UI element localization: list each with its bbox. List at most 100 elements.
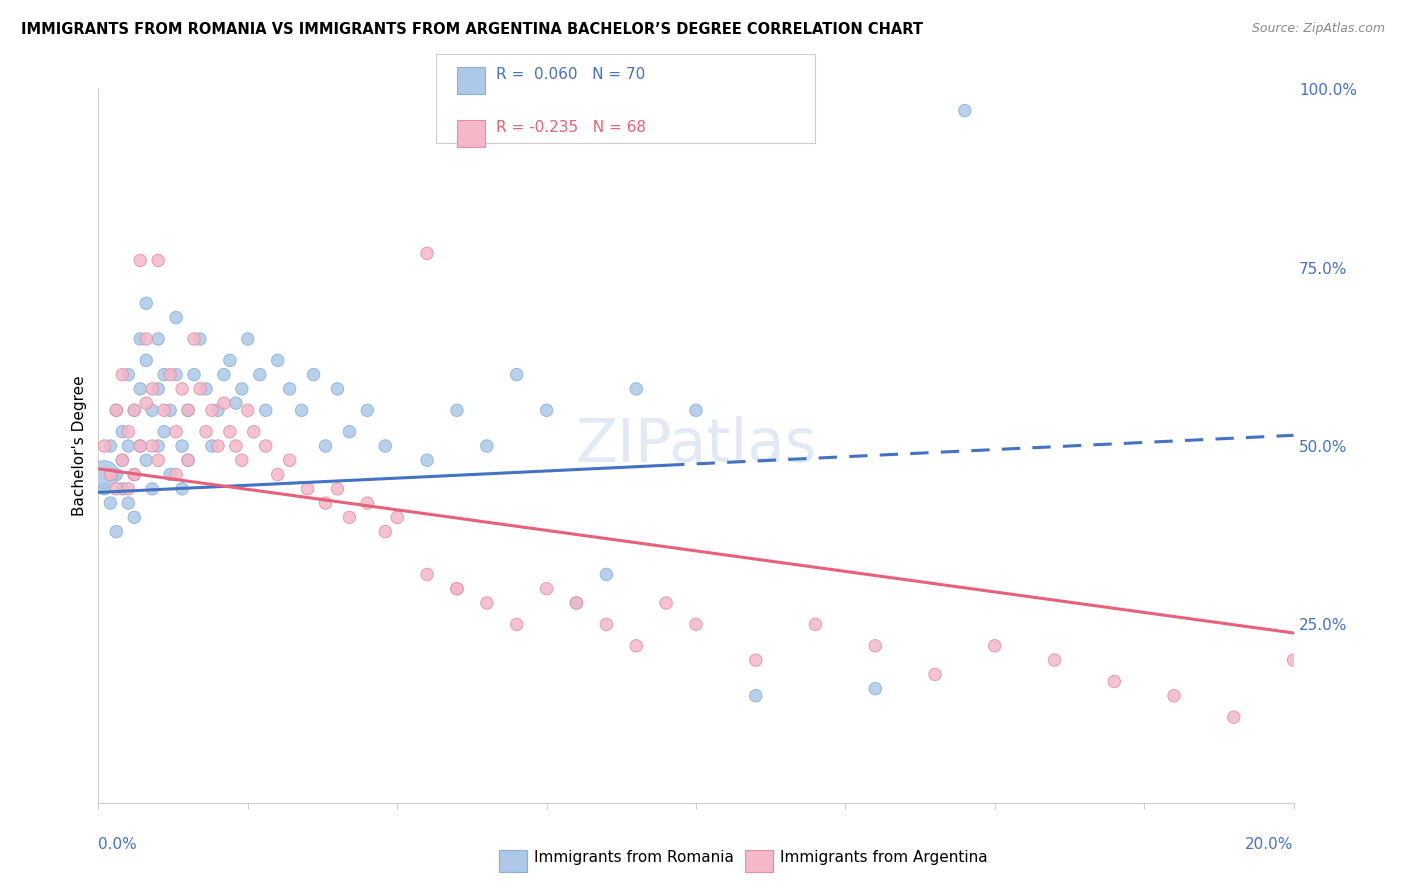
Point: [117, 439, 139, 453]
Point: [188, 382, 211, 396]
Point: [111, 425, 134, 439]
Point: [177, 403, 200, 417]
Point: [416, 246, 439, 260]
Point: [315, 439, 337, 453]
Point: [1223, 710, 1246, 724]
Point: [117, 482, 139, 496]
Point: [374, 439, 396, 453]
Point: [267, 467, 290, 482]
Point: [339, 425, 361, 439]
Point: [565, 596, 588, 610]
Point: [385, 510, 409, 524]
Y-axis label: Bachelor's Degree: Bachelor's Degree: [72, 376, 87, 516]
Point: [148, 453, 170, 467]
Point: [475, 596, 498, 610]
Text: Immigrants from Romania: Immigrants from Romania: [534, 850, 734, 865]
Text: Source: ZipAtlas.com: Source: ZipAtlas.com: [1251, 22, 1385, 36]
Point: [1104, 674, 1126, 689]
Point: [1282, 653, 1305, 667]
Point: [249, 368, 271, 382]
Point: [105, 403, 128, 417]
Text: Immigrants from Argentina: Immigrants from Argentina: [780, 850, 988, 865]
Point: [416, 567, 439, 582]
Point: [111, 482, 134, 496]
Point: [254, 439, 277, 453]
Point: [135, 332, 157, 346]
Point: [165, 467, 187, 482]
Point: [212, 396, 235, 410]
Point: [141, 439, 163, 453]
Point: [177, 403, 200, 417]
Point: [124, 467, 146, 482]
Point: [865, 639, 887, 653]
Text: R = -0.235   N = 68: R = -0.235 N = 68: [496, 120, 647, 136]
Point: [356, 403, 378, 417]
Point: [626, 639, 648, 653]
Point: [105, 403, 128, 417]
Point: [135, 453, 157, 467]
Point: [159, 467, 181, 482]
Point: [111, 453, 134, 467]
Point: [105, 524, 128, 539]
Point: [124, 467, 146, 482]
Text: ZIPatlas: ZIPatlas: [575, 417, 817, 475]
Point: [93, 439, 115, 453]
Point: [745, 653, 768, 667]
Point: [243, 425, 266, 439]
Point: [129, 332, 152, 346]
Text: R =  0.060   N = 70: R = 0.060 N = 70: [496, 67, 645, 82]
Point: [655, 596, 678, 610]
Point: [129, 253, 152, 268]
Point: [595, 567, 617, 582]
Point: [165, 310, 187, 325]
Point: [172, 382, 194, 396]
Point: [105, 467, 128, 482]
Point: [141, 382, 163, 396]
Point: [506, 617, 529, 632]
Point: [148, 253, 170, 268]
Point: [924, 667, 946, 681]
Point: [267, 353, 290, 368]
Point: [219, 425, 242, 439]
Point: [129, 439, 152, 453]
Point: [93, 467, 115, 482]
Point: [165, 368, 187, 382]
Point: [297, 482, 319, 496]
Point: [111, 368, 134, 382]
Point: [302, 368, 325, 382]
Point: [685, 403, 707, 417]
Point: [124, 403, 146, 417]
Point: [225, 396, 247, 410]
Point: [278, 382, 301, 396]
Point: [374, 524, 396, 539]
Point: [219, 353, 242, 368]
Point: [159, 368, 181, 382]
Point: [565, 596, 588, 610]
Point: [207, 439, 229, 453]
Point: [201, 439, 224, 453]
Point: [105, 482, 128, 496]
Point: [183, 368, 205, 382]
Point: [201, 403, 224, 417]
Text: 0.0%: 0.0%: [98, 838, 138, 852]
Point: [153, 425, 176, 439]
Point: [475, 439, 498, 453]
Point: [159, 403, 181, 417]
Point: [236, 332, 259, 346]
Point: [177, 453, 200, 467]
Point: [207, 403, 229, 417]
Point: [148, 332, 170, 346]
Point: [326, 482, 349, 496]
Point: [984, 639, 1007, 653]
Point: [536, 403, 558, 417]
Point: [446, 582, 468, 596]
Point: [111, 453, 134, 467]
Point: [446, 403, 468, 417]
Point: [98, 467, 122, 482]
Point: [135, 396, 157, 410]
Point: [236, 403, 259, 417]
Point: [153, 368, 176, 382]
Point: [1163, 689, 1185, 703]
Point: [177, 453, 200, 467]
Point: [172, 439, 194, 453]
